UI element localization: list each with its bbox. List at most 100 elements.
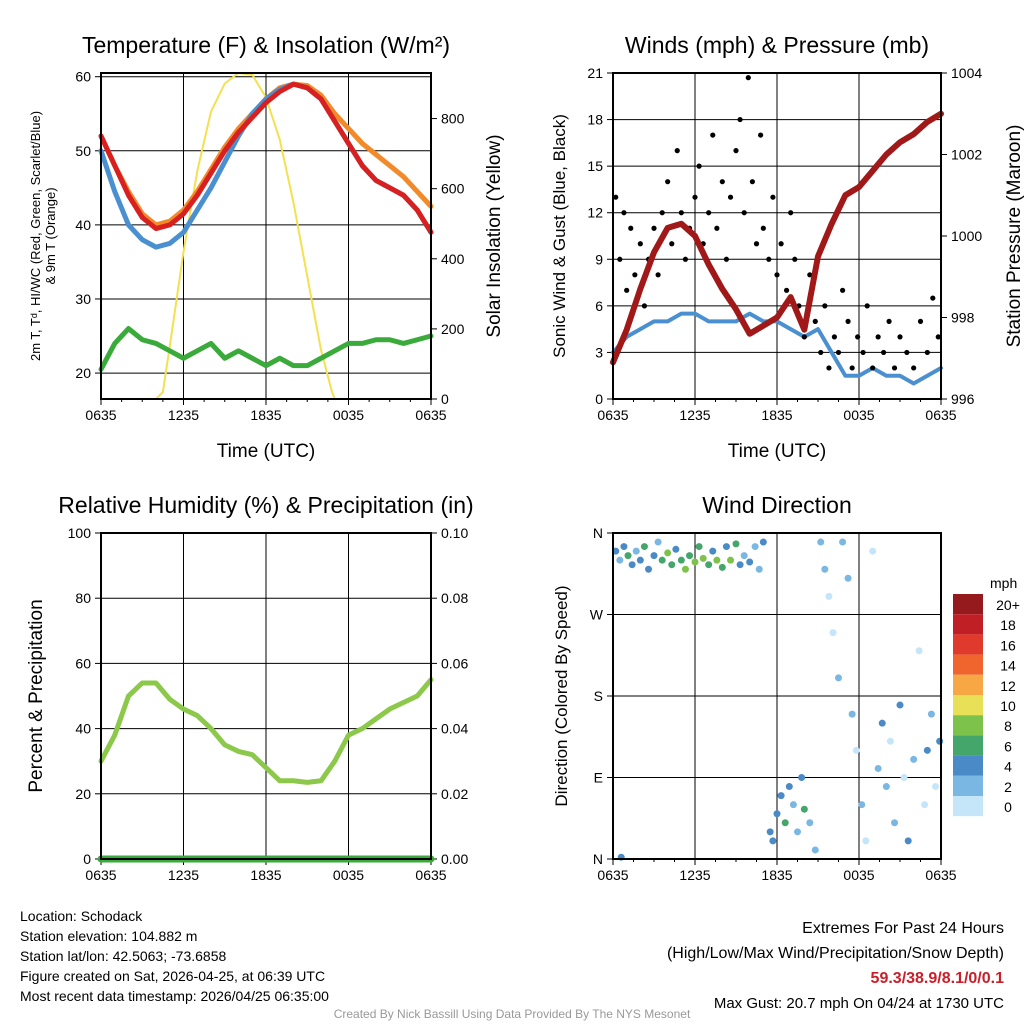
- wind-direction-point: [891, 819, 899, 827]
- x-tick-label: 0635: [415, 407, 446, 423]
- y2-tick-label: 0.06: [441, 655, 468, 671]
- y2-tick-label: 200: [441, 321, 465, 337]
- gust-point: [897, 334, 903, 340]
- x-tick-label: 1835: [250, 407, 281, 423]
- gust-point: [706, 210, 712, 216]
- wind-direction-point: [732, 540, 740, 548]
- x-tick-label: 1235: [679, 407, 710, 423]
- x-tick-label: 0635: [925, 867, 956, 883]
- legend-swatch: [953, 674, 983, 695]
- x-tick-label: 1835: [250, 867, 281, 883]
- legend-label: 8: [1004, 718, 1012, 734]
- gust-point: [692, 194, 698, 200]
- x-tick-label: 0035: [843, 867, 874, 883]
- gust-point: [613, 194, 619, 200]
- wind-direction-point: [839, 538, 847, 546]
- wind-direction-point: [896, 701, 904, 709]
- chart-title: Wind Direction: [702, 492, 852, 518]
- legend-swatch: [953, 594, 983, 615]
- wind-direction-point: [844, 574, 852, 582]
- gust-point: [881, 349, 887, 356]
- wind-direction-point: [640, 543, 648, 551]
- wind-direction-point: [781, 819, 789, 827]
- gust-point: [840, 287, 846, 293]
- wind-direction-point: [852, 746, 860, 754]
- gust-point: [760, 225, 766, 231]
- series-2m-t: [98, 81, 434, 235]
- y-axis-label: 2m T, Tᵈ, HI/WC (Red, Green, Scarlet/Blu…: [28, 111, 43, 361]
- y2-tick-label: 0.04: [441, 721, 468, 737]
- y2-tick-label: 998: [951, 310, 975, 326]
- gust-point: [719, 179, 725, 185]
- legend-swatch: [953, 775, 983, 796]
- gust-point: [924, 349, 930, 356]
- x-axis-label: Time (UTC): [728, 441, 827, 462]
- y2-tick-label: 0.02: [441, 786, 468, 802]
- series-td: [98, 326, 434, 372]
- wind-direction-point: [900, 774, 908, 781]
- gust-point: [845, 318, 851, 324]
- y2-tick-label: 1002: [951, 147, 982, 163]
- gust-point: [891, 365, 898, 371]
- gust-point: [632, 272, 638, 278]
- x-tick-label: 1235: [168, 867, 199, 883]
- x-tick-label: 0635: [415, 867, 446, 883]
- gust-point: [917, 318, 924, 324]
- gust-point: [659, 210, 665, 216]
- wind-direction-point: [874, 764, 882, 772]
- gust-point: [753, 241, 760, 247]
- legend-label: 14: [1000, 658, 1016, 674]
- legend-swatch: [953, 735, 983, 756]
- gust-point: [770, 194, 776, 200]
- gust-point: [822, 303, 828, 309]
- extremes-subtitle: (High/Low/Max Wind/Precipitation/Snow De…: [666, 945, 1004, 962]
- relative-humidity-line: [98, 677, 434, 785]
- gust-point: [617, 256, 623, 262]
- gust-point: [766, 256, 772, 262]
- gust-point: [727, 194, 734, 200]
- gust-point: [674, 148, 680, 154]
- wind-direction-point: [936, 737, 944, 745]
- extremes-title: Extremes For Past 24 Hours: [802, 920, 1004, 937]
- gust-point: [849, 365, 855, 371]
- wind-direction-point: [658, 556, 666, 564]
- gust-point: [864, 303, 870, 309]
- gust-point: [835, 349, 842, 356]
- legend-label: 4: [1004, 759, 1012, 775]
- footer-left: Location: Schodack Station elevation: 10…: [20, 906, 329, 1006]
- wind-direction-point: [672, 545, 680, 553]
- y-tick-label: 21: [587, 65, 603, 81]
- y-axis-label: Direction (Colored By Speed): [552, 585, 571, 806]
- gust-point: [655, 272, 661, 278]
- y2-tick-label: 996: [951, 391, 975, 407]
- y-tick-label: 30: [75, 291, 91, 307]
- gust-point: [624, 287, 630, 293]
- gust-point: [860, 349, 866, 356]
- legend-label: 10: [1000, 698, 1016, 714]
- wind-direction-point: [829, 629, 837, 637]
- legend-label: 6: [1004, 738, 1012, 754]
- x-tick-label: 0035: [333, 407, 364, 423]
- wind-direction-point: [886, 737, 894, 745]
- chart-title: Winds (mph) & Pressure (mb): [625, 32, 929, 58]
- wind-direction-point: [777, 792, 785, 800]
- wind-direction-point: [709, 547, 717, 555]
- latlon-text: Station lat/lon: 42.5063; -73.6858: [20, 948, 227, 964]
- y-tick-label: 40: [75, 217, 91, 233]
- y2-tick-label: 1004: [951, 65, 982, 81]
- y-tick-label: 9: [595, 251, 603, 267]
- wind-direction-point: [654, 538, 662, 546]
- max-gust-text: Max Gust: 20.7 mph On 04/24 at 1730 UTC: [713, 995, 1004, 1012]
- wind-direction-point: [766, 828, 774, 836]
- gust-point: [870, 365, 876, 371]
- gust-point: [935, 334, 941, 340]
- wind-direction-point: [722, 543, 730, 551]
- wind-direction-point: [736, 561, 744, 569]
- wind-direction-point: [686, 552, 694, 560]
- recent-data-text: Most recent data timestamp: 2026/04/25 0…: [20, 988, 329, 1004]
- wind-direction-point: [773, 810, 781, 818]
- gust-point: [737, 116, 743, 123]
- x-tick-label: 1835: [761, 867, 792, 883]
- x-tick-label: 1235: [679, 867, 710, 883]
- extremes-values: 59.3/38.9/8.1/0/0.1: [870, 970, 1004, 987]
